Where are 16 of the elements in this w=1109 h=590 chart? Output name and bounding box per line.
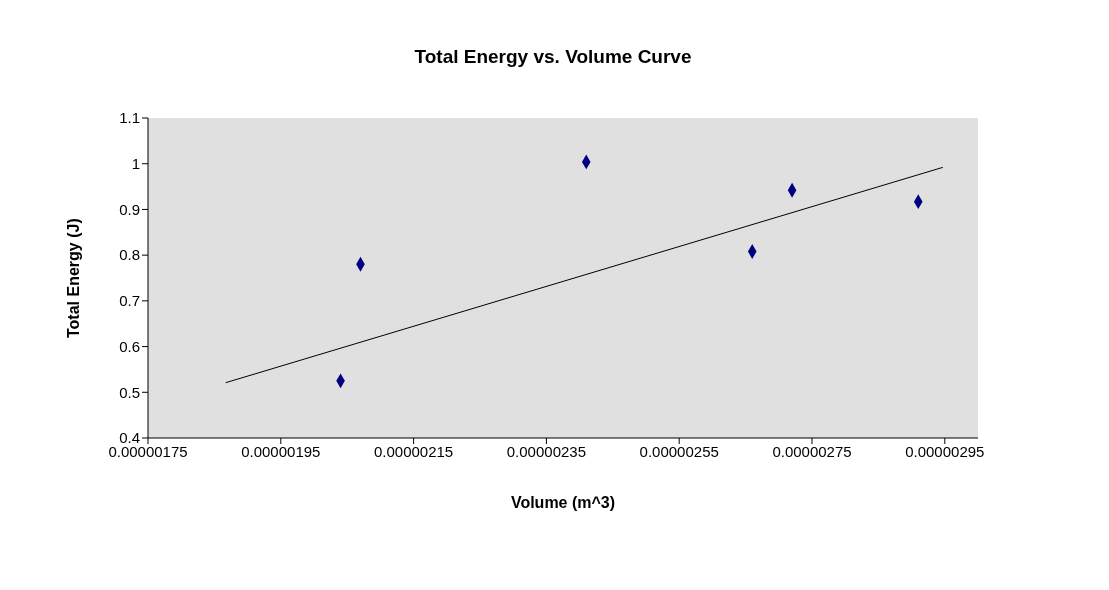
x-tick-label: 0.00000275 bbox=[772, 442, 852, 460]
x-tick-label: 0.00000215 bbox=[373, 442, 454, 460]
y-tick-label: 1 bbox=[131, 155, 140, 173]
y-tick-label: 0.5 bbox=[119, 383, 140, 401]
y-tick-label: 0.9 bbox=[119, 200, 140, 218]
x-tick-label: 0.00000295 bbox=[905, 442, 985, 460]
chart-title: Total Energy vs. Volume Curve bbox=[413, 46, 693, 68]
y-tick-label: 0.8 bbox=[119, 246, 140, 264]
y-tick-label: 0.7 bbox=[119, 292, 140, 310]
y-tick-label: 0.6 bbox=[119, 337, 140, 355]
x-tick-label: 0.00000195 bbox=[241, 442, 321, 460]
x-tick-label: 0.00000235 bbox=[506, 442, 587, 460]
y-tick-label: 1.1 bbox=[119, 109, 140, 127]
y-axis-title: Total Energy (J) bbox=[64, 218, 82, 338]
x-axis-title: Volume (m^3) bbox=[510, 494, 616, 511]
x-tick-label: 0.00000255 bbox=[639, 442, 719, 460]
